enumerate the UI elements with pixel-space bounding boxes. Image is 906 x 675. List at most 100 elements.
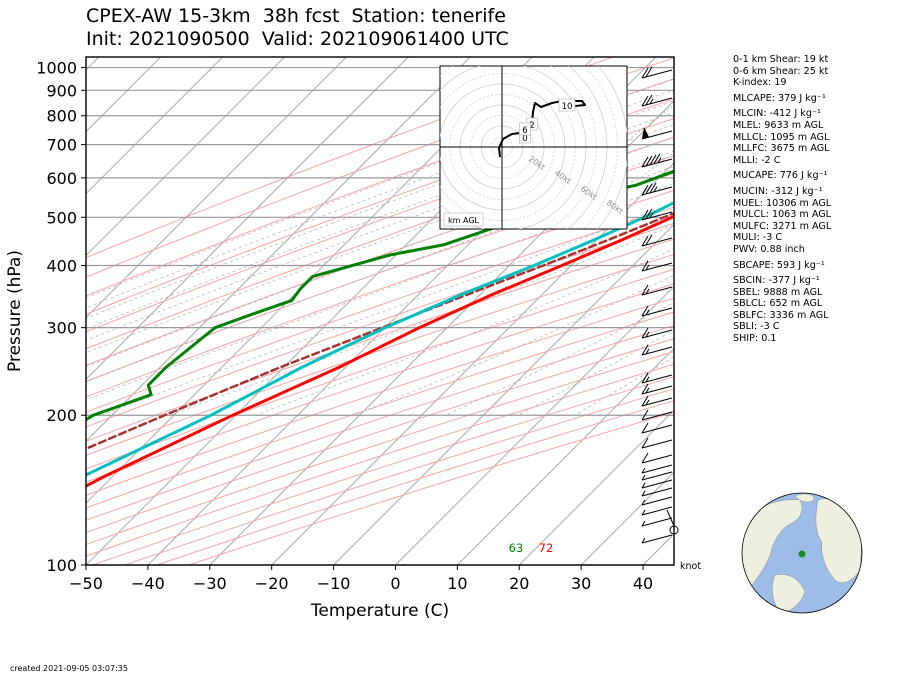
wind-barb-flag: [645, 208, 653, 220]
dry-adiabat-line: [86, 238, 674, 442]
wind-barb: [641, 437, 673, 449]
wind-barb: [641, 422, 673, 434]
isotherm-line: [86, 57, 285, 257]
stat-sbcape: SBCAPE: 593 J kg⁻¹: [733, 259, 825, 271]
wind-barb-pennant: [642, 127, 649, 139]
x-tick-label: −50: [69, 574, 103, 593]
profile-lines: [86, 169, 674, 488]
wind-barb: [641, 464, 673, 474]
wind-barb-flag: [641, 422, 649, 434]
wind-barb-flag: [641, 305, 649, 317]
stat-mllfc: MLLFC: 3675 m AGL: [733, 143, 830, 155]
dry-adiabat-line: [86, 222, 674, 428]
wind-barb-staff: [641, 130, 673, 140]
wind-barb: [641, 534, 673, 544]
stat-muel: MUEL: 10306 m AGL: [733, 197, 832, 209]
wind-barb-half-flag: [641, 467, 646, 474]
wind-barb-flag: [641, 209, 649, 221]
wind-barb-flag: [649, 182, 657, 194]
wind-barb-staff: [641, 439, 673, 449]
hodograph-height-label: 6: [522, 126, 527, 136]
dry-adiabat-line: [86, 324, 674, 521]
wind-barb: [641, 344, 673, 356]
stat-mulfc: MULFC: 3271 m AGL: [733, 220, 832, 232]
y-tick-label: 600: [46, 169, 77, 188]
dry-adiabat-line: [86, 338, 674, 534]
wind-barb-staff: [641, 479, 673, 489]
wind-barb-flag: [641, 395, 649, 407]
wind-barb-flag: [641, 260, 649, 272]
wind-barb-half-flag: [641, 520, 646, 527]
wind-barb-half-flag: [645, 348, 650, 355]
x-tick-label: 10: [447, 574, 467, 593]
isotherm-line: [395, 285, 674, 565]
hodograph-legend-box: [443, 212, 484, 227]
y-tick-label: 800: [46, 107, 77, 126]
wind-barb-staff: [641, 211, 673, 221]
wind-barb-staff: [641, 397, 673, 407]
dry-adiabat-line: [86, 268, 674, 470]
x-tick-label: −10: [317, 574, 351, 593]
globe-outline: [741, 492, 863, 614]
parcel-profile-line: [86, 211, 674, 451]
stat-sbel: SBEL: 9888 m AGL: [733, 286, 823, 298]
wind-barb: [641, 452, 673, 464]
wind-barb-staff: [641, 464, 673, 474]
wind-barb: [641, 409, 673, 421]
x-tick-label: 30: [571, 574, 591, 593]
wind-barb-half-flag: [645, 399, 650, 406]
wind-barb-flag: [641, 344, 649, 356]
wind-units-label: knot: [680, 561, 701, 572]
wind-barb: [641, 487, 673, 497]
wind-barb: [641, 395, 673, 407]
wind-barb: [641, 305, 673, 317]
wind-barb: [641, 260, 673, 272]
wind-barb-flag: [641, 284, 649, 296]
wind-barb-half-flag: [645, 288, 650, 295]
dewpoint-profile-line: [86, 201, 674, 477]
x-tick-label: −40: [131, 574, 165, 593]
wind-barb: [641, 153, 673, 168]
wind-barb-half-flag: [653, 186, 658, 193]
surface-dewpoint-label: 63: [509, 541, 524, 555]
station-location-marker: [798, 550, 806, 558]
wind-barb-half-flag: [645, 387, 650, 394]
globe-icon: [741, 492, 863, 614]
globe-south-america: [772, 574, 806, 613]
hodograph-height-box: [558, 98, 576, 112]
isotherm-line: [86, 57, 224, 195]
wind-barb-flag: [641, 184, 649, 196]
wind-barb-flag: [645, 234, 653, 246]
sounding-indices-panel: 0-1 km Shear: 19 kt 0-6 km Shear: 25 kt …: [733, 54, 831, 345]
isotherm-line: [86, 57, 471, 442]
wind-barb-staff: [641, 97, 673, 107]
wind-barb: [641, 208, 673, 221]
chart-subtitle: Init: 2021090500 Valid: 202109061400 UTC: [86, 28, 509, 50]
moist-adiabat-line: [100, 202, 674, 416]
hodograph-height-label: 2: [529, 121, 534, 131]
x-tick-label: 40: [633, 574, 653, 593]
dry-adiabat-line: [86, 297, 674, 496]
stat-mucape: MUCAPE: 776 J kg⁻¹: [733, 170, 828, 182]
isotherm-line: [580, 471, 674, 565]
wind-barb-staff: [641, 496, 673, 506]
x-axis-label: Temperature (C): [310, 601, 449, 621]
wind-barb-flag: [641, 235, 649, 247]
wind-barb-staff: [641, 534, 673, 544]
wind-barb-staff: [641, 158, 673, 168]
wind-barb-staff: [641, 237, 673, 247]
wind-barb-staff: [641, 186, 673, 196]
wind-barb: [641, 471, 673, 481]
stat-mlli: MLLI: -2 C: [733, 154, 781, 166]
hodograph-height-label: 0: [522, 134, 527, 144]
y-axis-ticks: 100 200 300 400 500 600 700 800 900 1000: [36, 59, 86, 575]
wind-barb-half-flag: [649, 212, 654, 219]
dry-adiabat-line: [86, 189, 674, 398]
stat-sblcl: SBLCL: 652 m AGL: [733, 298, 823, 310]
isotherm-line: [209, 100, 674, 565]
wind-barb-half-flag: [641, 537, 646, 544]
stat-mulcl: MULCL: 1063 m AGL: [733, 209, 832, 221]
wind-barb-flag: [641, 156, 649, 168]
chart-title: CPEX-AW 15-3km 38h fcst Station: tenerif…: [86, 5, 506, 27]
